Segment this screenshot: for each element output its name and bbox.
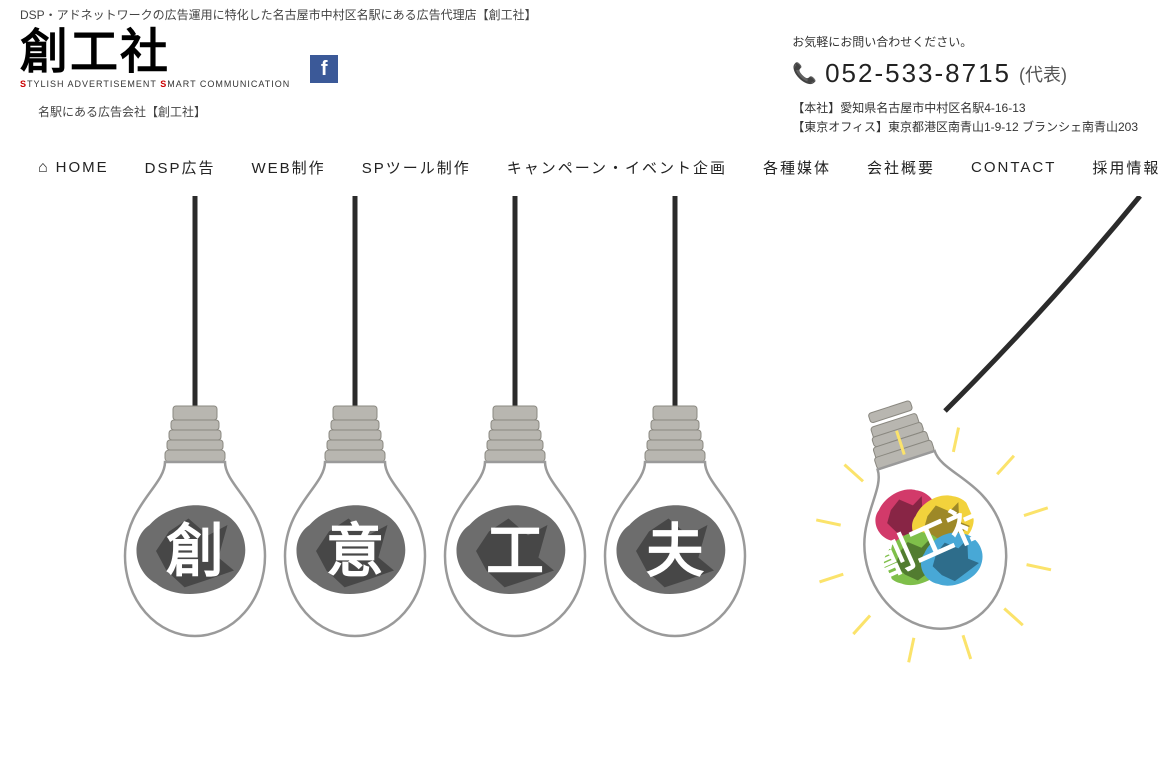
logo-subtext: 名駅にある広告会社【創工社】 <box>38 103 338 120</box>
nav-dsp[interactable]: DSP広告 <box>127 153 234 182</box>
svg-text:夫: 夫 <box>646 519 705 584</box>
bulb-工: 工 <box>445 196 585 636</box>
bulbs-svg: 創意工夫 創工社 <box>0 196 1158 756</box>
svg-text:創: 創 <box>166 519 224 584</box>
contact-prompt: お気軽にお問い合わせください。 <box>792 33 1138 50</box>
phone-number: 052-533-8715 <box>825 58 1011 89</box>
bulb-夫: 夫 <box>605 196 745 636</box>
nav-contact[interactable]: CONTACT <box>953 153 1074 182</box>
facebook-icon[interactable]: f <box>310 55 338 83</box>
hero-image: 創意工夫 創工社 <box>0 196 1158 756</box>
bulb-創: 創 <box>125 196 265 636</box>
logo-text[interactable]: 創工社 <box>20 29 290 77</box>
phone-row: 📞 052-533-8715 (代表) <box>792 58 1138 89</box>
top-description: DSP・アドネットワークの広告運用に特化した名古屋市中村区名駅にある広告代理店【… <box>0 0 1158 27</box>
address-hq: 【本社】愛知県名古屋市中村区名駅4-16-13 <box>792 99 1138 118</box>
phone-icon: 📞 <box>792 61 817 86</box>
phone-suffix: (代表) <box>1019 61 1067 87</box>
nav-campaign[interactable]: キャンペーン・イベント企画 <box>489 153 745 182</box>
address-tokyo: 【東京オフィス】東京都港区南青山1-9-12 ブランシェ南青山203 <box>792 118 1138 137</box>
contact-block: お気軽にお問い合わせください。 📞 052-533-8715 (代表) 【本社】… <box>792 33 1138 137</box>
logo-area: 創工社 STYLISH ADVERTISEMENT SMART COMMUNIC… <box>20 29 338 137</box>
logo-tagline: STYLISH ADVERTISEMENT SMART COMMUNICATIO… <box>20 79 290 89</box>
nav-home[interactable]: ⌂ HOME <box>20 153 127 182</box>
svg-text:意: 意 <box>326 519 384 584</box>
nav-sp[interactable]: SPツール制作 <box>344 153 489 182</box>
nav-media[interactable]: 各種媒体 <box>745 153 849 182</box>
nav-recruit[interactable]: 採用情報 <box>1074 153 1158 182</box>
svg-text:工: 工 <box>486 519 544 584</box>
nav-company[interactable]: 会社概要 <box>849 153 953 182</box>
home-icon: ⌂ <box>38 159 50 177</box>
bulb-意: 意 <box>285 196 425 636</box>
main-nav: ⌂ HOME DSP広告 WEB制作 SPツール制作 キャンペーン・イベント企画… <box>0 145 1158 196</box>
header: 創工社 STYLISH ADVERTISEMENT SMART COMMUNIC… <box>0 27 1158 145</box>
nav-web[interactable]: WEB制作 <box>234 153 344 182</box>
